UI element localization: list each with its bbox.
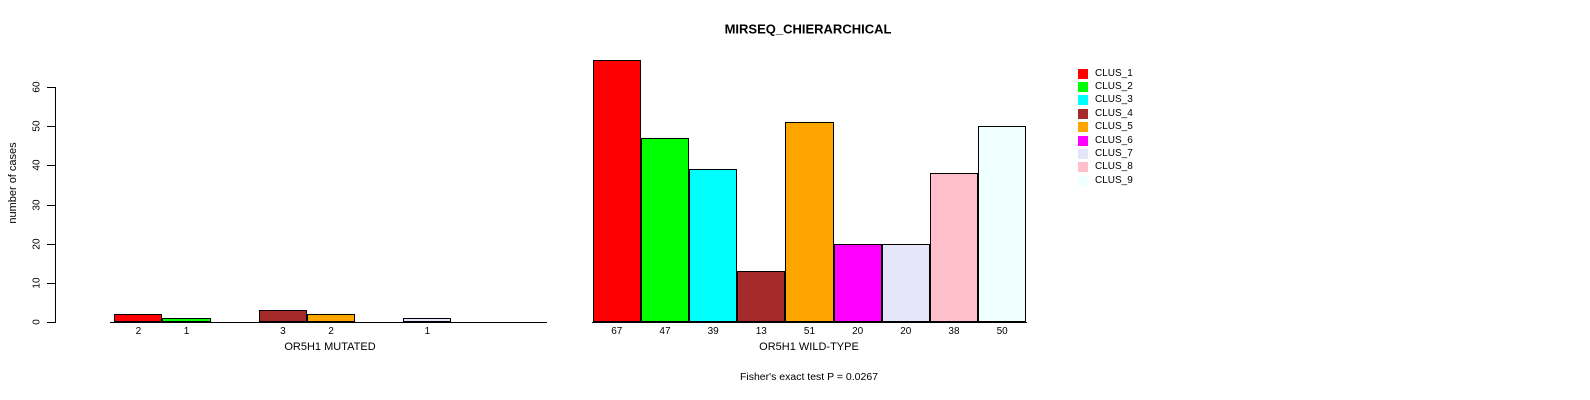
legend-swatch-clus_6 [1078,135,1088,146]
legend-item-clus_8: CLUS_8 [1078,161,1133,174]
bar-value-label: 2 [328,326,334,337]
bar-clus_1-wildtype [592,59,641,322]
legend-item-clus_6: CLUS_6 [1078,134,1133,147]
bar-value-label: 67 [611,326,623,337]
x-axis-line-wildtype [592,322,1027,323]
y-tick [47,204,55,206]
y-tick [47,87,55,88]
x-axis-label-wildtype: OR5H1 WILD-TYPE [759,341,859,353]
bar-value-label: 3 [280,326,286,337]
y-axis-label: number of cases [7,142,19,224]
y-tick-label: 0 [31,319,43,325]
bar-clus_5-wildtype [785,122,834,322]
y-tick [47,126,55,128]
legend-swatch-clus_8 [1078,162,1088,173]
y-tick [47,243,55,245]
legend-label: CLUS_4 [1095,107,1133,119]
legend-item-clus_9: CLUS_9 [1078,174,1133,187]
y-tick-label: 20 [31,238,43,250]
bar-clus_1-mutated [114,314,163,322]
legend-swatch-clus_3 [1078,95,1088,106]
legend-label: CLUS_1 [1095,67,1133,79]
bar-value-label: 1 [424,326,431,337]
bar-clus_4-wildtype [737,271,786,322]
legend-item-clus_2: CLUS_2 [1078,80,1133,93]
y-tick-label: 50 [31,120,43,132]
chart-title: MIRSEQ_CHIERARCHICAL [724,21,892,37]
legend-item-clus_3: CLUS_3 [1078,94,1133,107]
bar-value-label: 51 [803,326,816,337]
bar-clus_9-wildtype [978,126,1027,322]
bar-value-label: 39 [707,326,719,337]
bar-clus_4-mutated [258,310,307,322]
y-tick-label: 30 [31,198,43,211]
x-axis-label-mutated: OR5H1 MUTATED [284,341,376,353]
legend-label: CLUS_6 [1095,134,1133,146]
bar-value-label: 2 [135,326,142,337]
bar-value-label: 1 [183,326,190,337]
bar-clus_6-wildtype [833,243,882,322]
legend-swatch-clus_5 [1078,122,1088,133]
bar-clus_7-mutated [403,318,452,322]
x-axis-line-mutated [110,322,547,323]
y-tick [47,322,55,323]
legend-label: CLUS_8 [1095,161,1133,173]
legend-item-clus_7: CLUS_7 [1078,147,1133,160]
y-tick-label: 10 [31,277,43,289]
bar-value-label: 20 [852,326,864,337]
y-tick [47,165,55,167]
y-tick-label: 40 [31,159,43,171]
y-axis-line [55,87,56,323]
bar-clus_7-wildtype [881,243,930,322]
bar-clus_3-wildtype [689,169,738,322]
legend: CLUS_1 CLUS_2 CLUS_3 CLUS_4 CLUS_5 CLUS_6 CLUS… [1078,67,1133,188]
legend-swatch-clus_2 [1078,82,1088,93]
bar-value-label: 38 [948,326,960,337]
legend-label: CLUS_9 [1095,174,1133,186]
legend-swatch-clus_1 [1078,68,1088,79]
legend-label: CLUS_7 [1095,148,1133,160]
bar-clus_2-wildtype [640,137,690,322]
fisher-test-caption: Fisher's exact test P = 0.0267 [739,371,879,383]
bar-value-label: 47 [659,326,671,337]
bar-clus_2-mutated [162,318,211,322]
legend-item-clus_1: CLUS_1 [1078,67,1133,80]
bar-value-label: 13 [755,326,767,337]
legend-swatch-clus_7 [1078,149,1088,160]
y-tick [47,282,55,284]
legend-label: CLUS_5 [1095,121,1133,133]
legend-item-clus_4: CLUS_4 [1078,107,1133,120]
legend-label: CLUS_3 [1095,94,1133,106]
y-tick-label: 60 [31,81,43,93]
bar-value-label: 50 [996,326,1008,337]
legend-label: CLUS_2 [1095,81,1133,93]
legend-swatch-clus_4 [1078,108,1088,119]
bar-clus_8-wildtype [929,173,979,322]
bar-clus_5-mutated [306,314,356,322]
legend-swatch-clus_9 [1078,175,1088,186]
bar-value-label: 20 [900,326,912,337]
legend-item-clus_5: CLUS_5 [1078,121,1133,134]
